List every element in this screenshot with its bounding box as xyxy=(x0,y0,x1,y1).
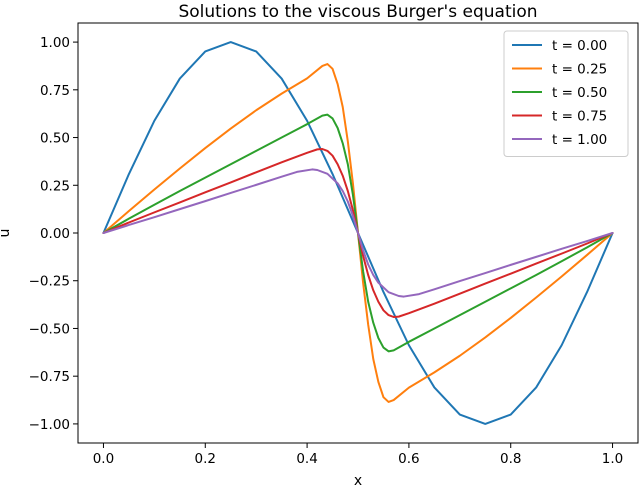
x-tick-label: 0.6 xyxy=(398,451,419,467)
y-tick-label: −0.50 xyxy=(29,321,70,337)
y-tick-label: −0.75 xyxy=(29,369,70,385)
legend-label-4: t = 1.00 xyxy=(552,132,607,148)
series-line-4 xyxy=(102,168,614,298)
y-tick-label: 1.00 xyxy=(40,35,70,51)
y-tick-label: −0.25 xyxy=(29,274,70,290)
x-tick-label: 0.0 xyxy=(93,451,114,467)
x-tick-label: 1.0 xyxy=(602,451,623,467)
x-tick-label: 0.4 xyxy=(296,451,317,467)
y-axis-label: u xyxy=(0,229,13,238)
y-tick-label: −1.00 xyxy=(29,417,70,433)
y-tick-label: 0.50 xyxy=(40,131,70,147)
x-tick-label: 0.8 xyxy=(500,451,521,467)
y-tick-label: 0.25 xyxy=(40,178,70,194)
chart-title: Solutions to the viscous Burger's equati… xyxy=(178,2,537,22)
legend-label-2: t = 0.50 xyxy=(552,85,607,101)
y-tick-label: 0.75 xyxy=(40,83,70,99)
x-tick-label: 0.2 xyxy=(195,451,216,467)
x-axis-ticks: 0.0 0.2 0.4 0.6 0.8 1.0 xyxy=(93,443,623,467)
y-axis-ticks: 1.00 0.75 0.50 0.25 0.00 −0.25 −0.50 −0.75 −1.00 xyxy=(29,35,78,433)
legend: t = 0.00 t = 0.25 t = 0.50 t = 0.75 t = 1.00 xyxy=(503,30,629,157)
legend-box xyxy=(503,30,629,157)
legend-label-0: t = 0.00 xyxy=(552,38,607,54)
series-layer xyxy=(102,41,614,425)
legend-label-1: t = 0.25 xyxy=(552,62,607,78)
legend-label-3: t = 0.75 xyxy=(552,109,607,125)
x-axis-label: x xyxy=(354,473,362,487)
y-tick-label: 0.00 xyxy=(40,226,70,242)
